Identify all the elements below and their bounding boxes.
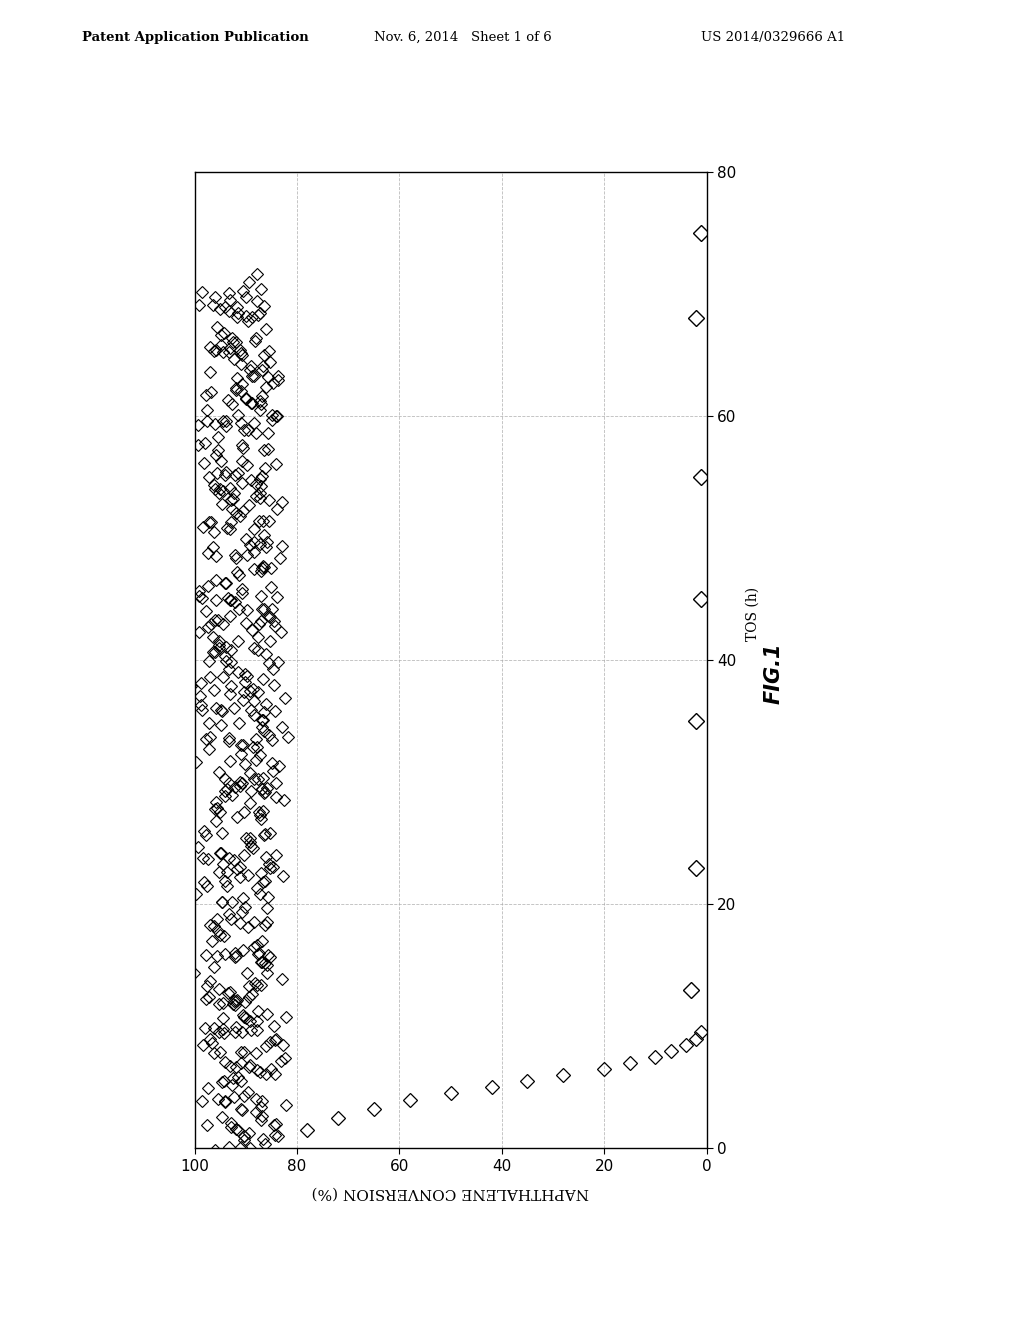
Text: Patent Application Publication: Patent Application Publication — [82, 30, 308, 44]
Text: FIG.1: FIG.1 — [763, 643, 783, 704]
Text: TOS (h): TOS (h) — [745, 586, 760, 642]
Text: Nov. 6, 2014   Sheet 1 of 6: Nov. 6, 2014 Sheet 1 of 6 — [374, 30, 552, 44]
Text: US 2014/0329666 A1: US 2014/0329666 A1 — [701, 30, 846, 44]
X-axis label: NAPHTHALENE CONVERSION (%): NAPHTHALENE CONVERSION (%) — [312, 1185, 589, 1199]
